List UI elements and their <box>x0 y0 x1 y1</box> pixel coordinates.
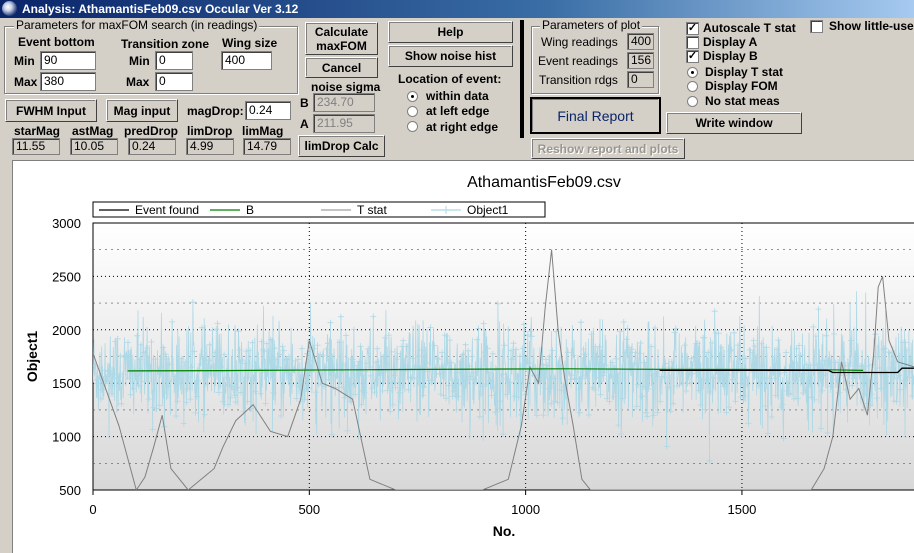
x-tick-label: 1000 <box>511 502 540 517</box>
plot-params-title: Parameters of plot <box>540 18 643 32</box>
location-radio-within[interactable] <box>407 91 418 102</box>
location-radio-left[interactable] <box>407 106 418 117</box>
panel-separator <box>520 20 524 138</box>
y-tick-label: 2000 <box>52 323 81 338</box>
series-b-line <box>127 368 864 372</box>
transition-zone-label: Transition zone <box>121 37 210 51</box>
location-label-right: at right edge <box>426 120 499 134</box>
display-b-label: Display B <box>703 49 758 63</box>
location-title: Location of event: <box>398 72 502 86</box>
display-tstat-radio[interactable] <box>687 67 698 78</box>
y-axis-label: Object1 <box>24 331 40 383</box>
write-window-button[interactable]: Write window <box>666 112 802 134</box>
event-readings-label: Event readings <box>538 54 619 68</box>
show-noise-hist-button[interactable]: Show noise hist <box>388 45 513 67</box>
legend-marker <box>442 206 450 214</box>
help-button[interactable]: Help <box>388 21 513 43</box>
final-report-button[interactable]: Final Report <box>530 97 661 134</box>
show-little-used-checkbox[interactable] <box>810 20 823 33</box>
fwhm-input-button[interactable]: FWHM Input <box>5 99 97 122</box>
transition-rdgs-value: 0 <box>627 71 654 88</box>
series-object1-markers <box>93 299 914 464</box>
transition-max-field[interactable]: 0 <box>155 72 193 91</box>
series-tstat-line <box>93 249 914 490</box>
stat-label-limmag: limMag <box>242 124 284 138</box>
mag-input-button[interactable]: Mag input <box>106 99 178 122</box>
display-fom-label: Display FOM <box>705 79 778 93</box>
x-axis-label: No. <box>493 523 516 539</box>
transition-rdgs-label: Transition rdgs <box>539 73 618 87</box>
reshow-report-button: Reshow report and plots <box>531 138 685 159</box>
y-tick-label: 500 <box>59 483 81 498</box>
x-tick-label: 0 <box>89 502 96 517</box>
magdrop-field[interactable]: 0.24 <box>245 101 291 120</box>
display-b-checkbox[interactable]: ✓ <box>686 50 699 63</box>
transition-max-label: Max <box>126 75 150 89</box>
location-label-within: within data <box>426 89 489 103</box>
wing-readings-label: Wing readings <box>541 35 618 49</box>
show-little-used-label: Show little-used <box>829 19 914 33</box>
y-tick-label: 1500 <box>52 376 81 391</box>
stat-label-limdrop: limDrop <box>187 124 233 138</box>
series-event-found-line <box>659 367 914 374</box>
cancel-button[interactable]: Cancel <box>305 57 378 78</box>
series-object1-line <box>93 291 914 461</box>
maxfom-group-title: Parameters for maxFOM search (in reading… <box>14 18 260 32</box>
legend-label: Event found <box>135 203 199 217</box>
event-bottom-min-label: Min <box>14 54 35 68</box>
display-tstat-label: Display T stat <box>705 65 784 79</box>
x-tick-label: 1500 <box>727 502 756 517</box>
chart-svg: AthamantisFeb09.csv 500 1000 1500 2000 2500 30… <box>24 174 914 539</box>
legend-label: B <box>246 203 254 217</box>
noise-a-field: 211.95 <box>313 114 375 133</box>
location-label-left: at left edge <box>426 104 490 118</box>
series-group <box>93 249 914 490</box>
location-radio-right[interactable] <box>407 121 418 132</box>
stat-value-limdrop: 4.99 <box>186 138 234 155</box>
stat-value-preddrop: 0.24 <box>128 138 176 155</box>
display-fom-radio[interactable] <box>687 81 698 92</box>
wing-size-label: Wing size <box>222 36 278 50</box>
chart-title: AthamantisFeb09.csv <box>467 174 621 191</box>
wing-size-field[interactable]: 400 <box>221 51 272 70</box>
display-a-label: Display A <box>703 35 758 49</box>
no-stat-meas-radio[interactable] <box>687 96 698 107</box>
y-tick-label: 3000 <box>52 216 81 231</box>
calculate-maxfom-button[interactable]: Calculate maxFOM <box>305 22 378 55</box>
event-bottom-label: Event bottom <box>18 35 95 49</box>
y-tick-label: 1000 <box>52 430 81 445</box>
event-bottom-max-label: Max <box>14 75 38 89</box>
event-bottom-min-field[interactable]: 90 <box>40 51 96 70</box>
noise-a-label: A <box>300 117 309 131</box>
noise-sigma-label: noise sigma <box>311 80 381 94</box>
window-title: Analysis: AthamantisFeb09.csv Occular Ve… <box>22 2 299 16</box>
stat-label-preddrop: predDrop <box>124 124 178 138</box>
legend-label: Object1 <box>467 203 509 217</box>
autoscale-label: Autoscale T stat <box>703 21 796 35</box>
stat-label-starmag: starMag <box>14 124 61 138</box>
autoscale-checkbox[interactable]: ✓ <box>686 22 699 35</box>
stat-value-limmag: 14.79 <box>243 138 291 155</box>
wing-readings-value: 400 <box>627 33 654 50</box>
magdrop-label: magDrop: <box>187 104 244 118</box>
transition-min-label: Min <box>129 54 150 68</box>
chart-panel: AthamantisFeb09.csv 500 1000 1500 2000 2500 30… <box>12 160 914 553</box>
noise-b-label: B <box>300 96 309 110</box>
no-stat-meas-label: No stat meas <box>705 94 780 108</box>
stat-label-astmag: astMag <box>72 124 114 138</box>
stat-value-astmag: 10.05 <box>70 138 118 155</box>
title-bar[interactable]: Analysis: AthamantisFeb09.csv Occular Ve… <box>0 0 914 18</box>
transition-min-field[interactable]: 0 <box>155 51 193 70</box>
legend-label: T stat <box>357 203 387 217</box>
legend-box <box>92 201 546 218</box>
display-a-checkbox[interactable] <box>686 36 699 49</box>
stat-value-starmag: 11.55 <box>12 138 60 155</box>
event-readings-value: 156 <box>627 52 654 69</box>
x-tick-label: 500 <box>298 502 320 517</box>
limdrop-calc-button[interactable]: limDrop Calc <box>298 135 385 157</box>
event-bottom-max-field[interactable]: 380 <box>40 72 96 91</box>
y-tick-label: 2500 <box>52 269 81 284</box>
app-icon[interactable] <box>2 1 17 16</box>
noise-b-field: 234.70 <box>313 93 375 112</box>
